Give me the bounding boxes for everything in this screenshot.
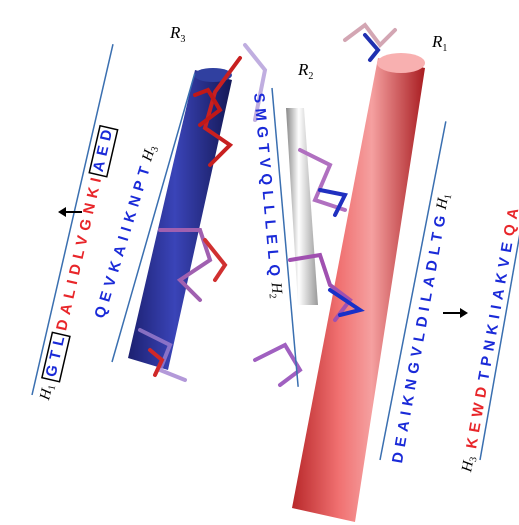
helix-cap	[377, 53, 425, 73]
figure: R3 R2 R1 H1GTLDALIDLVGNKIAEDQEVKAIIKNPTH…	[0, 0, 519, 525]
helix-tag: H1	[434, 192, 455, 212]
label-main: R	[297, 60, 309, 79]
helix-r2	[286, 108, 318, 305]
label-sub: 2	[266, 293, 277, 299]
label-sub: 3	[180, 34, 185, 45]
arrow-head	[58, 207, 66, 217]
axis-line	[32, 44, 113, 395]
helix-tag: H1	[37, 383, 58, 403]
label-sub: 2	[308, 71, 313, 82]
label-sub: 3	[468, 456, 480, 463]
residues: QA	[501, 202, 519, 238]
helix-label: R3	[169, 23, 185, 45]
label-sub: 1	[47, 384, 59, 391]
label-main: R	[431, 32, 443, 51]
residues: DEAIKNGVLDILADLTG	[389, 209, 450, 465]
helix-label: R1	[431, 32, 447, 54]
residues: SMGTVQLLLELQ	[250, 92, 283, 282]
residues: TPNKIIAKVE	[475, 236, 517, 383]
label-sub: 1	[443, 193, 455, 200]
label-main: R	[169, 23, 181, 42]
label-sub: 1	[442, 43, 447, 54]
helix-label: R2	[297, 60, 313, 82]
helix-tag: H2	[265, 281, 284, 299]
helix-tag: H3	[459, 455, 480, 475]
arrow-head	[460, 308, 468, 318]
